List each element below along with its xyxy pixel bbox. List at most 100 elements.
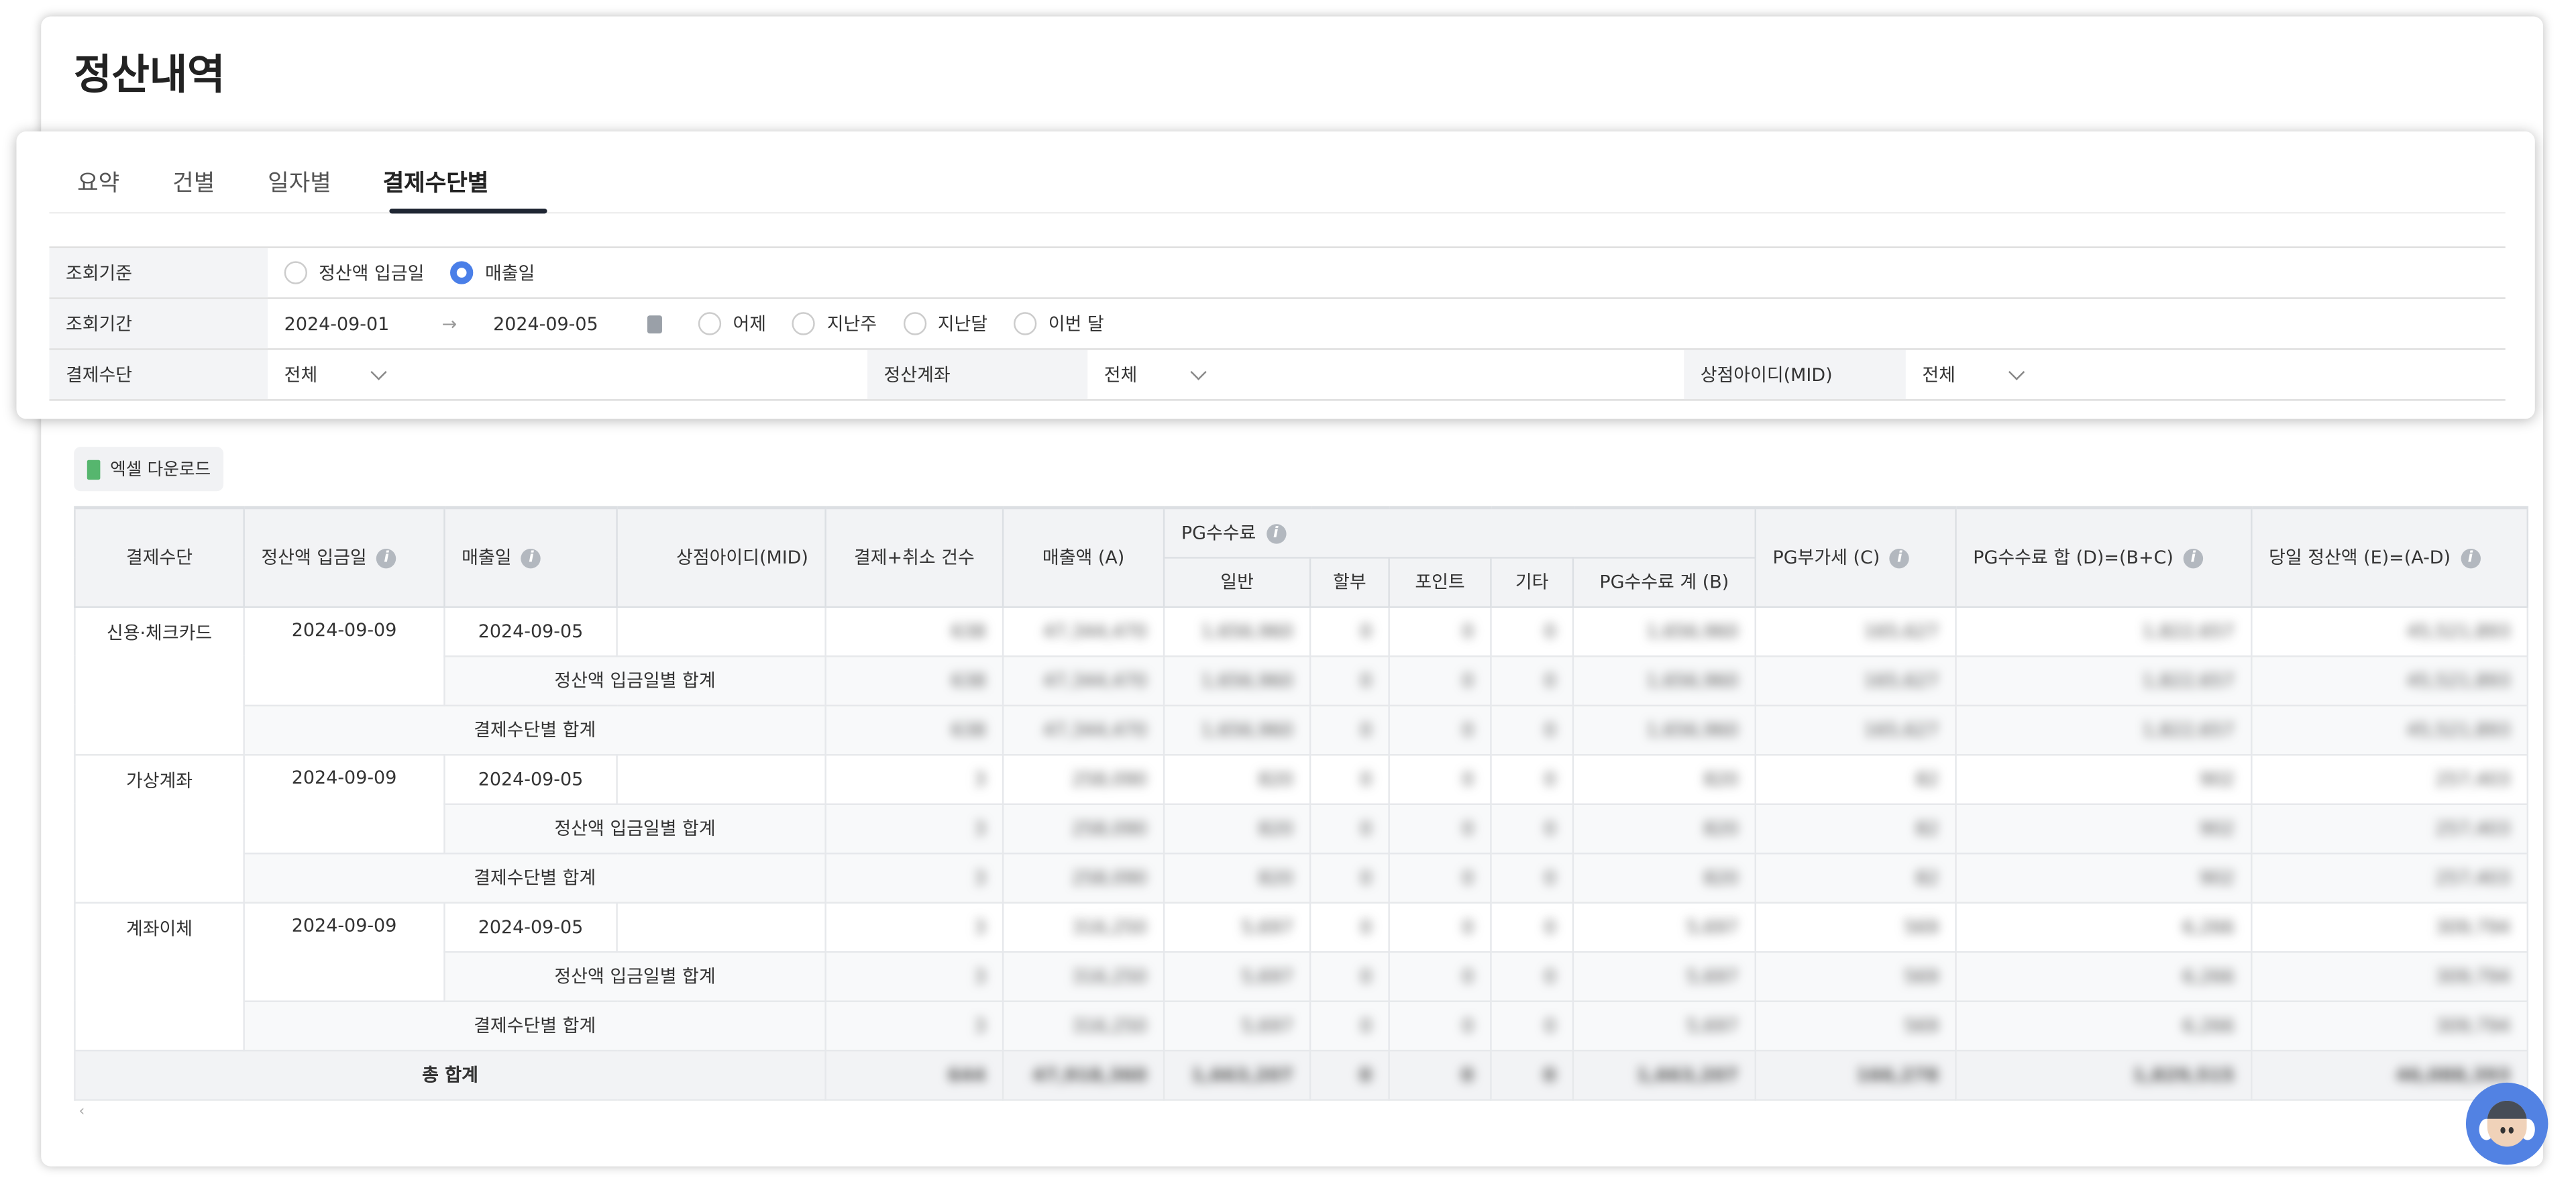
value-cell: 258,090: [1002, 802, 1165, 854]
end-date-input[interactable]: 2024-09-05: [493, 313, 598, 335]
value-cell: 165,627: [1754, 654, 1957, 706]
value: 0: [1544, 718, 1556, 741]
value-cell: 0: [1388, 901, 1492, 953]
payment-method-select[interactable]: 전체: [268, 350, 867, 399]
quick-last-week[interactable]: 지난주: [792, 311, 877, 337]
value: 820: [1703, 866, 1739, 888]
info-icon[interactable]: i: [376, 549, 396, 569]
value-cell: 1,663,207: [1572, 1048, 1756, 1100]
calendar-icon[interactable]: [647, 314, 663, 333]
value-cell: 6,266: [1955, 950, 2253, 1002]
value: 1,663,207: [1636, 1063, 1739, 1085]
mid-select[interactable]: 전체: [1906, 350, 2025, 399]
account-label: 정산계좌: [867, 349, 1088, 400]
value: 82: [1915, 767, 1939, 790]
quick-this-month[interactable]: 이번 달: [1014, 311, 1104, 337]
header-pg-fee: PG수수료 i: [1163, 506, 1756, 558]
radio-on-icon: [450, 261, 474, 284]
info-icon[interactable]: i: [521, 549, 541, 569]
value-cell: 46,088,393: [2251, 1048, 2529, 1100]
value-cell: 6,266: [1955, 901, 2253, 953]
info-icon[interactable]: i: [1890, 549, 1910, 569]
tab-by-item[interactable]: 건별: [172, 170, 215, 197]
excel-download-button[interactable]: 엑셀 다운로드: [74, 447, 224, 492]
info-icon[interactable]: i: [2460, 549, 2481, 569]
method-cell: 신용·체크카드: [74, 605, 245, 755]
value-cell: 0: [1490, 901, 1574, 953]
value-cell: 0: [1490, 605, 1574, 657]
excel-file-icon: [87, 459, 101, 479]
value: 0: [1462, 620, 1474, 642]
value-cell: 3: [824, 851, 1004, 903]
value-cell: 1,822,657: [1955, 704, 2253, 755]
value-cell: 0: [1388, 605, 1492, 657]
value: 309,794: [2435, 916, 2511, 938]
value: 1,656,960: [1646, 718, 1739, 741]
filter-table: 조회기준 정산액 입금일 매출일 조회기간 2024-09-01 → 2024-…: [49, 246, 2506, 401]
quick-last-month[interactable]: 지난달: [903, 311, 987, 337]
radio-deposit-date[interactable]: 정산액 입금일: [284, 260, 425, 286]
settlement-table: 결제수단 정산액 입금일 i 매출일 i 상점아이디(MID) 결제+취소 건수 매…: [74, 506, 2529, 1100]
value: 820: [1703, 767, 1739, 790]
support-chatbot-button[interactable]: [2465, 1082, 2548, 1165]
value-cell: 5,697: [1572, 901, 1756, 953]
value-cell: 569: [1754, 1000, 1957, 1051]
value: 166,278: [1856, 1063, 1939, 1085]
deposit-date-cell: 2024-09-09: [243, 753, 445, 854]
value: 1,656,960: [1646, 669, 1739, 691]
value-cell: 0: [1309, 654, 1390, 706]
value-cell: 820: [1163, 851, 1311, 903]
value: 46,088,393: [2396, 1063, 2511, 1085]
tab-by-payment-method[interactable]: 결제수단별: [382, 170, 489, 197]
header-label: 당일 정산액 (E)=(A-D): [2269, 547, 2451, 569]
value-cell: 257,403: [2251, 802, 2529, 854]
value-cell: 47,344,470: [1002, 605, 1165, 657]
value: 5,697: [1686, 1014, 1739, 1036]
value-cell: 0: [1490, 1048, 1574, 1100]
value-cell: 0: [1388, 1048, 1492, 1100]
value: 258,090: [1071, 817, 1147, 839]
info-icon[interactable]: i: [1266, 524, 1286, 545]
value: 3: [974, 916, 986, 938]
quick-yesterday[interactable]: 어제: [698, 311, 766, 337]
value-cell: 820: [1572, 753, 1756, 804]
radio-sales-date[interactable]: 매출일: [450, 260, 535, 286]
info-icon[interactable]: i: [2183, 549, 2203, 569]
header-mid: 상점아이디(MID): [616, 506, 826, 607]
mid-label: 상점아이디(MID): [1684, 349, 1906, 400]
value: 257,403: [2435, 866, 2511, 888]
value: 165,627: [1864, 669, 1939, 691]
radio-off-icon: [698, 312, 722, 335]
subtotal-method-row: 결제수단별 합계 638 47,344,470 1,656,960 0 0 0 1,656,9…: [74, 704, 2529, 755]
value: 0: [1360, 767, 1372, 790]
radio-label: 정산액 입금일: [319, 262, 425, 284]
value: 0: [1360, 718, 1372, 741]
value-cell: 1,656,960: [1163, 654, 1311, 706]
value-cell: 0: [1490, 753, 1574, 804]
subtotal-method-label: 결제수단별 합계: [243, 704, 826, 755]
value-cell: 0: [1309, 802, 1390, 854]
subtotal-method-label: 결제수단별 합계: [243, 851, 826, 903]
value: 1,656,960: [1201, 669, 1293, 691]
start-date-input[interactable]: 2024-09-01: [284, 313, 390, 335]
value-cell: 902: [1955, 753, 2253, 804]
value: 1,656,960: [1646, 620, 1739, 642]
value: 1,822,657: [2142, 669, 2235, 691]
value-cell: 3: [824, 753, 1004, 804]
value-cell: 309,794: [2251, 901, 2529, 953]
value: 3: [974, 866, 986, 888]
value-cell: 45,521,893: [2251, 605, 2529, 657]
value-cell: 309,794: [2251, 950, 2529, 1002]
value: 6,266: [2182, 965, 2235, 987]
tab-summary[interactable]: 요약: [77, 170, 120, 197]
value-cell: 0: [1309, 1048, 1390, 1100]
scroll-left-icon[interactable]: ‹: [78, 1103, 85, 1121]
value: 0: [1462, 916, 1474, 938]
account-select[interactable]: 전체: [1087, 350, 1684, 399]
value: 3: [974, 817, 986, 839]
tab-by-date[interactable]: 일자별: [268, 170, 331, 197]
radio-label: 이번 달: [1048, 313, 1104, 335]
value-cell: 0: [1388, 654, 1492, 706]
value-cell: 0: [1490, 654, 1574, 706]
value-cell: 258,090: [1002, 753, 1165, 804]
